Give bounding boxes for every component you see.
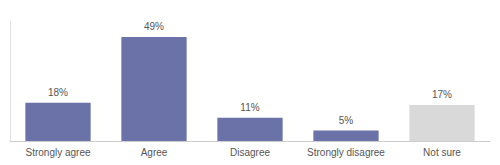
svg-text:49%: 49% (144, 21, 164, 32)
svg-text:Disagree: Disagree (230, 147, 270, 158)
svg-text:Not sure: Not sure (423, 147, 461, 158)
svg-text:18%: 18% (48, 87, 68, 98)
svg-text:Strongly agree: Strongly agree (25, 147, 90, 158)
svg-text:17%: 17% (432, 89, 452, 100)
svg-text:Strongly disagree: Strongly disagree (307, 147, 385, 158)
svg-text:5%: 5% (339, 115, 354, 126)
svg-text:11%: 11% (240, 102, 259, 113)
svg-text:Agree: Agree (141, 147, 168, 158)
